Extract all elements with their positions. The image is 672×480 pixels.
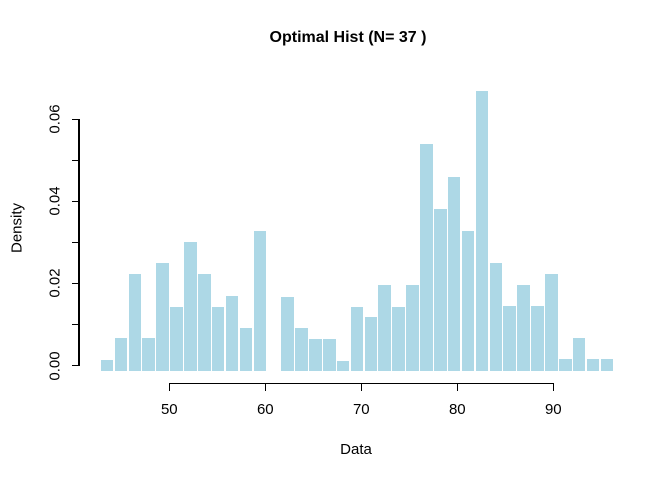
histogram-bar xyxy=(572,338,586,371)
histogram-bar xyxy=(586,358,600,371)
histogram-bar xyxy=(420,144,433,371)
x-tick xyxy=(264,383,266,391)
y-tick xyxy=(71,364,79,367)
chart-title: Optimal Hist (N= 37 ) xyxy=(269,29,427,46)
histogram-bar xyxy=(461,230,475,371)
histogram-bar xyxy=(433,209,447,371)
histogram-bar xyxy=(225,295,239,371)
x-tick-label: 50 xyxy=(160,401,178,418)
histogram-bar xyxy=(406,285,419,371)
x-tick xyxy=(168,383,170,391)
y-tick xyxy=(71,200,79,203)
histogram-bar xyxy=(114,338,128,371)
histogram-bar xyxy=(558,358,572,371)
histogram-bar xyxy=(517,285,530,371)
y-axis-label: Density xyxy=(8,202,26,254)
histogram-bar xyxy=(295,328,308,371)
histogram-bar xyxy=(142,338,156,371)
x-axis-label: Data xyxy=(340,441,372,458)
x-tick-label: 80 xyxy=(448,401,466,418)
histogram-bar xyxy=(447,177,461,371)
histogram-bar xyxy=(281,296,294,371)
y-tick xyxy=(71,323,79,326)
histogram-bar xyxy=(503,306,516,371)
histogram-bar xyxy=(309,338,322,371)
histogram-bar xyxy=(336,360,350,371)
y-tick-label: 0.06 xyxy=(46,104,64,134)
y-tick xyxy=(71,118,79,120)
histogram-bar xyxy=(156,262,169,371)
x-tick xyxy=(552,383,554,391)
histogram-bar xyxy=(198,273,211,371)
x-tick xyxy=(456,383,458,391)
histogram-bar xyxy=(253,230,267,371)
histogram-bar xyxy=(531,306,544,371)
histogram-bar xyxy=(170,306,183,371)
histogram-bar xyxy=(392,306,405,371)
y-tick-label: 0.04 xyxy=(46,186,64,216)
x-tick-label: 70 xyxy=(352,401,370,418)
histogram-bar xyxy=(378,285,392,371)
histogram-bar xyxy=(100,360,114,371)
histogram-bar xyxy=(364,317,378,371)
histogram-bar xyxy=(322,338,336,371)
histogram-bar xyxy=(350,306,364,371)
y-tick-label: 0.00 xyxy=(46,350,64,381)
histogram-bar xyxy=(128,273,142,371)
histogram-bar xyxy=(211,306,225,371)
x-tick-label: 60 xyxy=(256,401,274,418)
x-tick-label: 90 xyxy=(544,401,562,418)
histogram-bar xyxy=(545,273,558,371)
histogram-bar xyxy=(184,241,197,371)
y-tick xyxy=(71,241,79,244)
y-tick xyxy=(71,282,79,285)
histogram-bar xyxy=(475,90,489,371)
y-axis-line xyxy=(78,118,80,367)
y-tick xyxy=(71,159,79,162)
histogram-bar xyxy=(489,262,503,371)
histogram-bar xyxy=(600,358,614,371)
histogram-bar xyxy=(239,327,253,371)
x-tick xyxy=(360,383,362,391)
y-tick-label: 0.02 xyxy=(46,268,64,299)
